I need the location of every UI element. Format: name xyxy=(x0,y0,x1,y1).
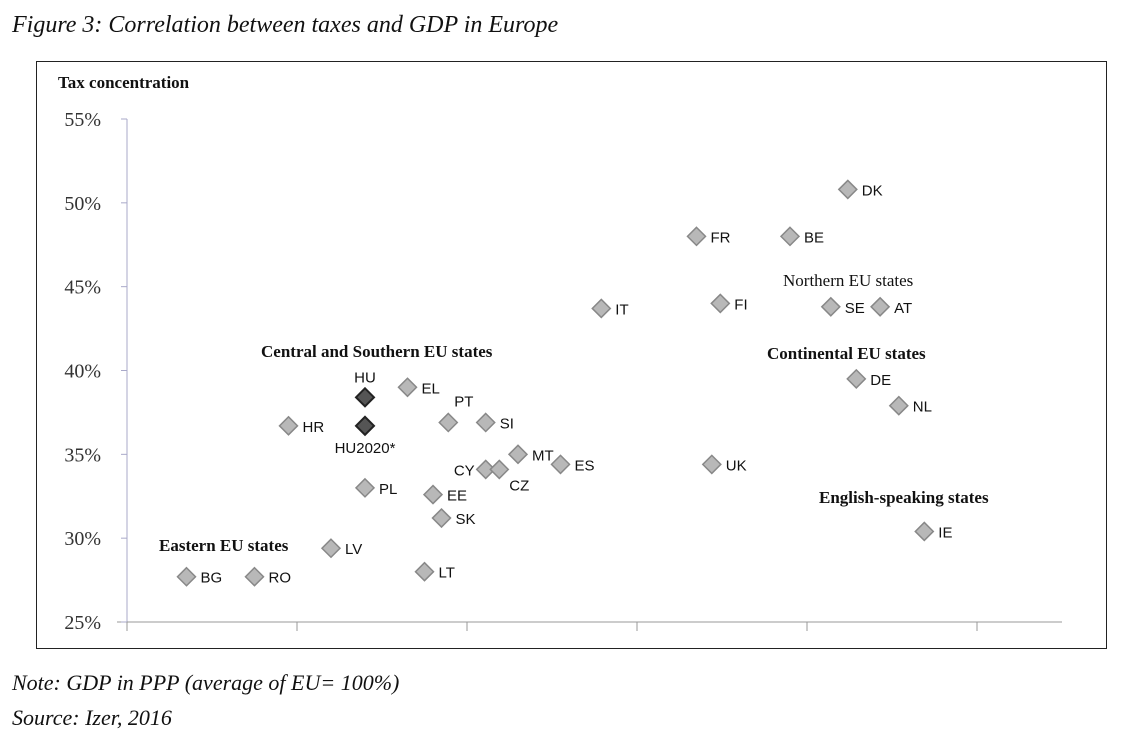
point-el xyxy=(397,377,418,398)
y-tick-label: 25% xyxy=(64,612,101,634)
point-cy xyxy=(475,459,496,480)
annotation-central-southern: Central and Southern EU states xyxy=(261,342,493,361)
point-hr xyxy=(278,415,299,436)
y-tick-label: 30% xyxy=(64,528,101,550)
point-lt xyxy=(414,561,435,582)
point-hu xyxy=(354,386,376,408)
point-uk xyxy=(701,454,722,475)
point-label: LV xyxy=(345,541,362,558)
point-nl xyxy=(888,395,909,416)
point-label: DE xyxy=(870,372,891,389)
point-label: BE xyxy=(804,229,824,246)
point-sk xyxy=(431,507,452,529)
point-lv xyxy=(320,538,342,559)
point-se xyxy=(820,296,841,317)
y-tick-label: 35% xyxy=(64,444,101,466)
annotation-northern: Northern EU states xyxy=(783,271,913,290)
point-be xyxy=(779,226,801,247)
note: Note: GDP in PPP (average of EU= 100%) xyxy=(12,670,400,695)
point-label: SI xyxy=(500,415,514,432)
point-label: SE xyxy=(845,300,865,317)
point-dk xyxy=(837,179,858,200)
y-tick-label: 45% xyxy=(64,277,101,299)
source: Source: Izer, 2016 xyxy=(12,705,172,730)
point-ie xyxy=(914,521,935,542)
point-label: HU2020* xyxy=(335,440,396,457)
point-label: EE xyxy=(447,488,467,505)
point-label: PT xyxy=(454,393,473,410)
point-hu2020 xyxy=(354,415,376,437)
point-fi xyxy=(710,293,731,314)
point-pl xyxy=(354,477,376,498)
y-axis-label: Tax concentration xyxy=(58,73,190,92)
point-label: AT xyxy=(894,300,912,317)
point-label: CY xyxy=(454,462,475,479)
point-ee xyxy=(422,484,444,505)
point-label: HR xyxy=(303,419,325,436)
point-label: PL xyxy=(379,481,397,498)
point-label: HU xyxy=(354,369,376,386)
annotation-continental: Continental EU states xyxy=(767,344,926,363)
annotation-eastern: Eastern EU states xyxy=(159,536,289,555)
point-label: EL xyxy=(422,380,440,397)
point-label: LT xyxy=(439,565,455,582)
point-label: DK xyxy=(862,182,883,199)
point-si xyxy=(475,412,496,433)
point-de xyxy=(846,368,867,389)
point-label: UK xyxy=(726,457,747,474)
figure-title: Figure 3: Correlation between taxes and … xyxy=(12,12,559,38)
y-tick-label: 40% xyxy=(64,361,101,383)
chart-frame xyxy=(36,61,1107,649)
point-label: FR xyxy=(711,229,731,246)
point-fr xyxy=(686,226,707,247)
y-tick-label: 55% xyxy=(64,109,101,131)
y-tick-label: 50% xyxy=(64,193,101,215)
point-cz xyxy=(489,459,510,480)
point-label: NL xyxy=(913,399,932,416)
point-label: IT xyxy=(615,301,628,318)
point-label: SK xyxy=(456,511,476,528)
point-label: MT xyxy=(532,447,554,464)
point-ro xyxy=(244,566,265,587)
annotation-english-speaking: English-speaking states xyxy=(819,488,989,507)
point-label: BG xyxy=(201,570,223,587)
point-label: IE xyxy=(938,524,952,541)
point-bg xyxy=(176,566,197,587)
point-pt xyxy=(438,412,459,433)
point-label: ES xyxy=(575,457,595,474)
point-label: CZ xyxy=(509,477,529,494)
point-label: FI xyxy=(734,296,747,313)
point-mt xyxy=(507,444,529,465)
point-label: RO xyxy=(269,570,292,587)
point-es xyxy=(550,454,571,475)
point-it xyxy=(591,298,612,319)
point-at xyxy=(870,296,891,317)
